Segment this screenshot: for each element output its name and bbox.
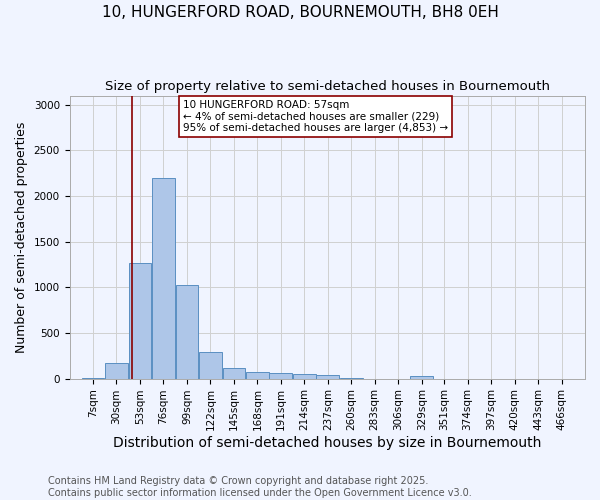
X-axis label: Distribution of semi-detached houses by size in Bournemouth: Distribution of semi-detached houses by …	[113, 436, 541, 450]
Text: Contains HM Land Registry data © Crown copyright and database right 2025.
Contai: Contains HM Land Registry data © Crown c…	[48, 476, 472, 498]
Bar	[246, 372, 269, 378]
Text: 10, HUNGERFORD ROAD, BOURNEMOUTH, BH8 0EH: 10, HUNGERFORD ROAD, BOURNEMOUTH, BH8 0E…	[101, 5, 499, 20]
Bar	[269, 372, 292, 378]
Y-axis label: Number of semi-detached properties: Number of semi-detached properties	[15, 122, 28, 353]
Bar	[223, 368, 245, 378]
Bar	[176, 286, 198, 378]
Bar	[105, 362, 128, 378]
Title: Size of property relative to semi-detached houses in Bournemouth: Size of property relative to semi-detach…	[105, 80, 550, 93]
Bar	[316, 376, 339, 378]
Bar	[152, 178, 175, 378]
Bar	[128, 262, 151, 378]
Bar	[293, 374, 316, 378]
Bar	[199, 352, 222, 378]
Text: 10 HUNGERFORD ROAD: 57sqm
← 4% of semi-detached houses are smaller (229)
95% of : 10 HUNGERFORD ROAD: 57sqm ← 4% of semi-d…	[183, 100, 448, 133]
Bar	[410, 376, 433, 378]
